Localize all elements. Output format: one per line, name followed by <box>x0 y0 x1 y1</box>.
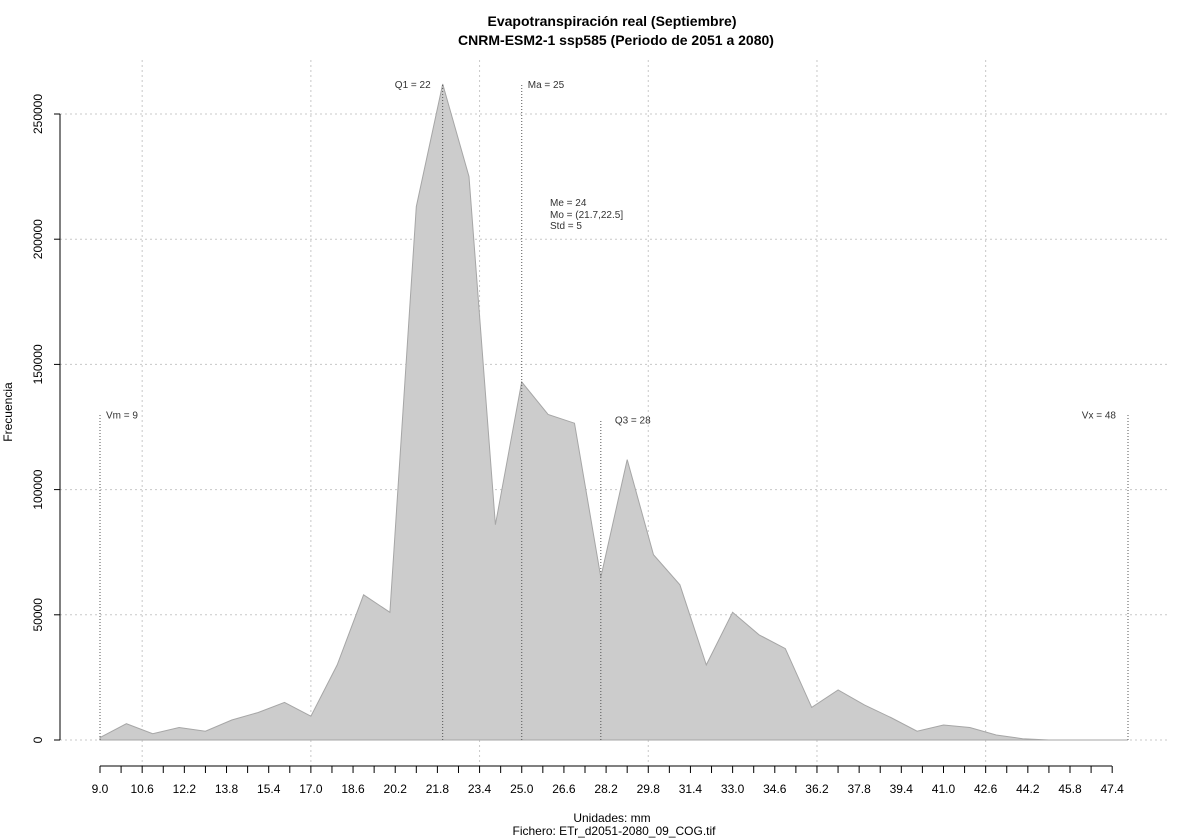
stats-mode: Mo = (21.7,22.5] <box>550 210 623 221</box>
x-tick-label: 47.4 <box>1101 782 1125 796</box>
stat-label-ma: Ma = 25 <box>528 80 565 91</box>
grid <box>60 60 1170 768</box>
x-tick-label: 12.2 <box>173 782 197 796</box>
x-tick-label: 34.6 <box>763 782 787 796</box>
stat-label-vm: Vm = 9 <box>106 410 138 421</box>
y-tick-label: 100000 <box>31 469 45 509</box>
x-tick-label: 45.8 <box>1058 782 1082 796</box>
stat-label-q1: Q1 = 22 <box>395 80 431 91</box>
y-tick-label: 50000 <box>31 598 45 632</box>
x-tick-label: 36.2 <box>805 782 829 796</box>
x-tick-label: 13.8 <box>215 782 239 796</box>
y-tick-label: 250000 <box>31 94 45 134</box>
x-tick-label: 31.4 <box>679 782 703 796</box>
stat-label-q3: Q3 = 28 <box>615 415 651 426</box>
stats-median: Me = 24 <box>550 198 587 209</box>
x-tick-label: 21.8 <box>426 782 450 796</box>
frequency-area <box>99 83 1128 741</box>
x-tick-label: 25.0 <box>510 782 534 796</box>
y-tick-label: 150000 <box>31 344 45 384</box>
axes: 0 50000 100000 150000 200000 250000 9.0 10.6 12.… <box>31 94 1124 796</box>
file-caption: Fichero: ETr_d2051-2080_09_COG.tif <box>513 824 717 838</box>
x-tick-label: 44.2 <box>1016 782 1040 796</box>
x-tick-label: 15.4 <box>257 782 281 796</box>
x-axis-label: Unidades: mm <box>573 811 650 825</box>
stats-std: Std = 5 <box>550 221 582 232</box>
y-axis-label: Frecuencia <box>1 382 15 442</box>
stat-label-vx: Vx = 48 <box>1082 410 1117 421</box>
stats-annotation: Me = 24 Mo = (21.7,22.5] Std = 5 <box>550 198 623 232</box>
y-tick-label: 0 <box>31 736 45 743</box>
x-tick-label: 23.4 <box>468 782 492 796</box>
x-tick-label: 9.0 <box>92 782 109 796</box>
x-tick-label: 28.2 <box>594 782 618 796</box>
chart-title: Evapotranspiración real (Septiembre) <box>488 13 737 29</box>
x-tick-label: 41.0 <box>932 782 956 796</box>
x-tick-label: 20.2 <box>384 782 408 796</box>
frequency-polygon <box>99 83 1128 741</box>
x-tick-label: 26.6 <box>552 782 576 796</box>
stat-markers: Vm = 9 Q1 = 22 Ma = 25 Q3 = 28 Vx = 48 <box>99 80 1129 740</box>
x-tick-label: 37.8 <box>847 782 871 796</box>
x-tick-label: 39.4 <box>890 782 914 796</box>
x-tick-label: 33.0 <box>721 782 745 796</box>
x-tick-label: 17.0 <box>299 782 323 796</box>
x-tick-label: 29.8 <box>637 782 661 796</box>
chart-subtitle: CNRM-ESM2-1 ssp585 (Periodo de 2051 a 20… <box>458 32 774 48</box>
x-tick-label: 10.6 <box>130 782 154 796</box>
x-tick-label: 18.6 <box>341 782 365 796</box>
x-tick-label: 42.6 <box>974 782 998 796</box>
y-tick-label: 200000 <box>31 219 45 259</box>
